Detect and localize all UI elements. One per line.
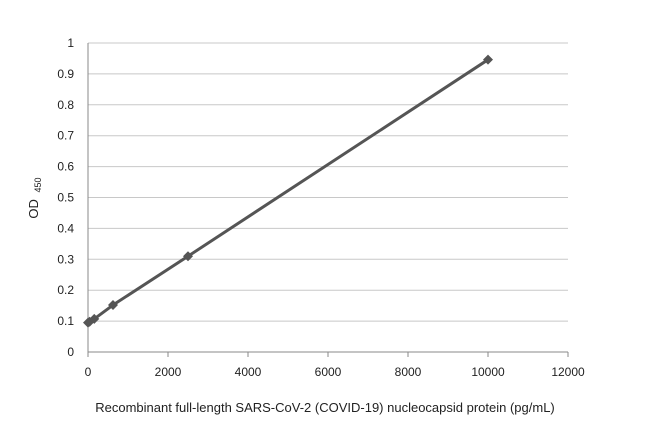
data-point-marker — [89, 313, 100, 324]
y-tick-label: 0.5 — [57, 191, 74, 205]
y-tick-label: 0.4 — [57, 221, 74, 235]
x-tick-label: 2000 — [155, 365, 182, 379]
axes — [87, 43, 569, 357]
x-tick-label: 12000 — [551, 365, 585, 379]
y-tick-label: 0.9 — [57, 67, 74, 81]
x-tick-label: 6000 — [315, 365, 342, 379]
x-tick-labels: 0 2000 4000 6000 8000 10000 12000 — [85, 365, 585, 379]
x-tick-label: 0 — [85, 365, 92, 379]
data-point-marker — [183, 251, 193, 262]
y-tick-label: 0.6 — [57, 160, 74, 174]
x-tick-label: 8000 — [395, 365, 422, 379]
y-axis-title-subscript: 450 — [33, 177, 43, 192]
data-markers — [83, 54, 493, 328]
data-point-marker — [483, 54, 493, 65]
series-line — [86, 58, 490, 325]
y-tick-label: 0.3 — [57, 252, 74, 266]
y-tick-labels: 0 0.1 0.2 0.3 0.4 0.5 0.6 0.7 0.8 0.9 1 — [57, 36, 74, 359]
y-tick-label: 0.8 — [57, 98, 74, 112]
y-tick-label: 0.7 — [57, 129, 74, 143]
y-tick-label: 0 — [67, 345, 74, 359]
x-tick-label: 4000 — [235, 365, 262, 379]
y-tick-label: 0.2 — [57, 283, 74, 297]
data-series — [86, 58, 490, 325]
x-axis-title: Recombinant full-length SARS-CoV-2 (COVI… — [95, 400, 555, 415]
y-axis-title: OD 450 — [26, 177, 43, 218]
y-tick-label: 1 — [67, 36, 74, 50]
y-tick-label: 0.1 — [57, 314, 74, 328]
y-axis-title-main: OD — [26, 199, 41, 219]
x-tick-label: 10000 — [471, 365, 505, 379]
data-point-marker — [108, 300, 118, 311]
gridlines — [88, 42, 568, 322]
